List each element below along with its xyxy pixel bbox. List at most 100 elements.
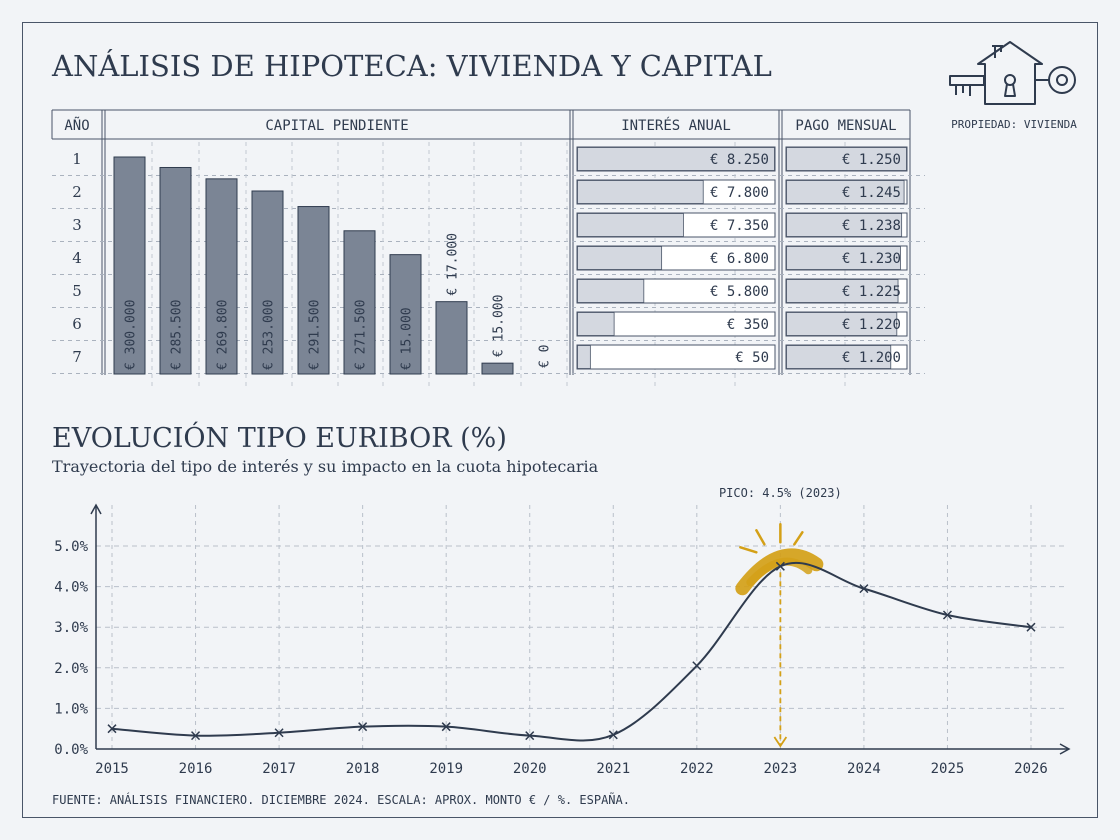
payment-cell-fill — [786, 147, 907, 171]
data-point-marker — [775, 561, 785, 571]
y-tick-label: 1.0% — [54, 701, 88, 717]
payment-cell-value: € 1.245 — [842, 185, 901, 201]
chart-grid — [96, 505, 1068, 749]
table-grid — [51, 109, 911, 375]
capital-bar — [205, 178, 238, 375]
x-tick-label: 2026 — [1014, 761, 1048, 777]
peak-highlight: PICO: 4.5% (2023) — [719, 486, 842, 748]
capital-bar-label: € 269.800 — [216, 300, 231, 370]
chart-tick-labels: 0.0% 1.0% 2.0% 3.0% 4.0% 5.0% 2015 2016 2017 2018… — [54, 539, 1048, 777]
interest-cell-box — [576, 344, 776, 370]
x-tick-label: 2021 — [596, 761, 630, 777]
interest-cell-fill — [577, 213, 684, 237]
capital-bars: € 300.000 € 285.500 € 269.800 € 253.000 € 29… — [113, 156, 553, 375]
capital-bar-label: € 0 — [538, 345, 553, 368]
x-tick-label: 2016 — [179, 761, 213, 777]
year-label: 5 — [72, 282, 82, 300]
capital-bar-label: € 291.500 — [308, 300, 323, 370]
data-point-marker — [692, 661, 702, 671]
x-axis-arrow — [1059, 743, 1071, 755]
peak-annotation: PICO: 4.5% (2023) — [719, 486, 842, 500]
interest-cell-value: € 5.800 — [710, 284, 769, 300]
col-header-payment: PAGO MENSUAL — [795, 118, 896, 134]
capital-bar-label: € 300.000 — [124, 300, 139, 370]
interest-cell-fill — [577, 345, 591, 369]
payment-cell-fill — [786, 180, 905, 204]
year-label: 1 — [72, 150, 82, 168]
data-point-marker — [525, 731, 535, 741]
data-point-marker — [1026, 622, 1036, 632]
y-tick-label: 2.0% — [54, 661, 88, 677]
logo-caption: PROPIEDAD: VIVIENDA — [951, 118, 1077, 131]
interest-cell-value: € 6.800 — [710, 251, 769, 267]
interest-cell-value: € 7.350 — [710, 218, 769, 234]
capital-bar-label: € 15.000 — [400, 307, 415, 370]
chart-axes — [90, 503, 1071, 755]
capital-bar — [251, 190, 284, 375]
col-header-year: AÑO — [64, 117, 89, 134]
highlight-stroke — [746, 557, 813, 587]
y-axis-arrow — [90, 503, 102, 515]
interest-cells: € 8.250 € 7.800 € 7.350 € 6.800 € 5.800 € 350… — [576, 146, 776, 370]
x-tick-label: 2019 — [429, 761, 463, 777]
source-note: FUENTE: ANÁLISIS FINANCIERO. DICIEMBRE 2… — [52, 792, 630, 807]
year-label: 3 — [72, 216, 82, 234]
interest-cell-value: € 8.250 — [710, 152, 769, 168]
highlight-ray — [755, 529, 766, 546]
capital-bar-label: € 15.000 — [492, 295, 507, 358]
x-tick-label: 2024 — [847, 761, 881, 777]
payment-cell-fill — [786, 345, 892, 369]
payment-cell-value: € 1.220 — [842, 317, 901, 333]
payment-cell-value: € 1.225 — [842, 284, 901, 300]
year-label: 7 — [72, 348, 82, 366]
interest-cell-value: € 50 — [735, 350, 769, 366]
highlight-ray — [739, 546, 758, 554]
payment-cell-value: € 1.200 — [842, 350, 901, 366]
x-tick-label: 2020 — [513, 761, 547, 777]
x-tick-label: 2023 — [764, 761, 798, 777]
x-tick-label: 2017 — [262, 761, 296, 777]
capital-bar — [159, 166, 192, 375]
capital-bar — [113, 156, 146, 375]
peak-dropline-arrow — [773, 736, 788, 748]
payment-cell-value: € 1.250 — [842, 152, 901, 168]
y-tick-label: 5.0% — [54, 539, 88, 555]
page-title: ANÁLISIS DE HIPOTECA: VIVIENDA Y CAPITAL — [51, 48, 772, 83]
chart-subtitle: Trayectoria del tipo de interés y su imp… — [52, 457, 599, 476]
y-tick-label: 0.0% — [54, 742, 88, 758]
year-label: 4 — [72, 249, 82, 267]
capital-bar — [389, 254, 422, 375]
x-tick-label: 2025 — [931, 761, 965, 777]
payment-cell-fill — [786, 213, 903, 237]
data-point-marker — [358, 722, 368, 732]
payment-cell-fill — [786, 246, 901, 270]
data-point-marker — [191, 731, 201, 741]
data-point-marker — [441, 722, 451, 732]
x-tick-label: 2015 — [95, 761, 129, 777]
euribor-line — [111, 561, 1032, 742]
capital-bar-label: € 17.000 — [446, 233, 461, 296]
page-frame — [22, 22, 1098, 818]
house-key-icon — [949, 41, 1076, 105]
year-label: 2 — [72, 183, 82, 201]
data-point-marker — [107, 724, 117, 734]
data-point-marker — [608, 730, 618, 740]
x-tick-label: 2018 — [346, 761, 380, 777]
data-point-marker — [274, 728, 284, 738]
payment-cell-value: € 1.238 — [842, 218, 901, 234]
interest-cell-value: € 7.800 — [710, 185, 769, 201]
interest-cell-fill — [577, 180, 704, 204]
highlight-ray — [793, 531, 804, 546]
capital-bar — [297, 206, 330, 375]
year-label: 6 — [72, 315, 82, 333]
payment-cell-fill — [786, 279, 899, 303]
row-separators — [52, 175, 925, 374]
x-tick-label: 2022 — [680, 761, 714, 777]
interest-cell-value: € 350 — [727, 317, 769, 333]
payment-cells: € 1.250 € 1.245 € 1.238 € 1.230 € 1.225 € 1.2… — [785, 146, 908, 370]
col-header-interest: INTERÉS ANUAL — [621, 117, 731, 134]
data-point-marker — [859, 584, 869, 594]
euribor-series — [107, 561, 1036, 742]
y-tick-label: 4.0% — [54, 580, 88, 596]
interest-cell-fill — [577, 246, 663, 270]
